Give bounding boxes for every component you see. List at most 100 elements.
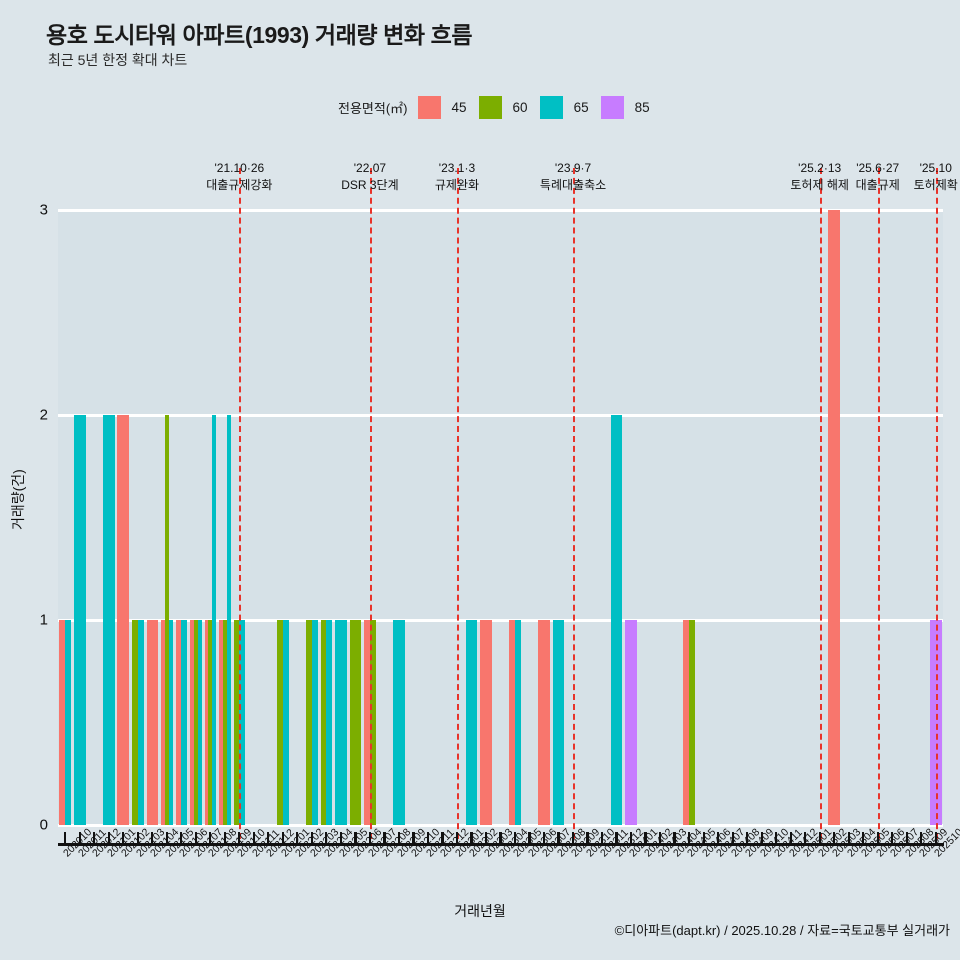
bar-202203-60[interactable] bbox=[306, 620, 312, 825]
x-tick-202301 bbox=[455, 832, 459, 844]
bar-202110-65[interactable] bbox=[239, 620, 246, 825]
bar-202303-45[interactable] bbox=[480, 620, 492, 825]
bar-202010-45[interactable] bbox=[59, 620, 66, 825]
x-tick-202310 bbox=[586, 832, 589, 844]
bar-202307-45[interactable] bbox=[538, 620, 550, 825]
legend-item-65[interactable]: 65 bbox=[539, 96, 589, 119]
bar-202405-45[interactable] bbox=[683, 620, 690, 825]
bar-202302-65[interactable] bbox=[465, 620, 478, 825]
legend-title: 전용면적(㎡) bbox=[338, 101, 408, 116]
bar-202105-65[interactable] bbox=[168, 620, 173, 825]
event-date-202510: '25.10 bbox=[919, 161, 952, 175]
gridline-y-3 bbox=[58, 208, 943, 212]
event-date-202502: '25.2·13 bbox=[798, 161, 842, 175]
bar-202207-45[interactable] bbox=[364, 620, 370, 825]
x-tick-202102 bbox=[122, 832, 125, 844]
x-tick-202203 bbox=[310, 832, 313, 844]
x-tick-202209 bbox=[397, 832, 401, 844]
bar-202104-45[interactable] bbox=[146, 620, 159, 825]
x-tick-202109 bbox=[223, 832, 226, 844]
bar-202106-65[interactable] bbox=[181, 620, 188, 825]
event-name-202301: 규제완화 bbox=[434, 178, 480, 192]
bar-202103-60[interactable] bbox=[131, 620, 138, 825]
bar-202107-45[interactable] bbox=[190, 620, 194, 825]
legend-swatch-60 bbox=[478, 96, 502, 119]
event-label-202110: '21.10·26 대출규제강화 bbox=[164, 160, 314, 194]
bar-202205-65[interactable] bbox=[335, 620, 347, 825]
bar-202105-60[interactable] bbox=[164, 415, 169, 825]
event-label-202510: '25.10 토허제확 bbox=[861, 160, 960, 194]
event-line-202506 bbox=[877, 168, 880, 839]
bar-202108-45[interactable] bbox=[204, 620, 209, 825]
x-tick-202110 bbox=[238, 832, 241, 844]
x-tick-202107 bbox=[194, 832, 197, 844]
legend-swatch-85 bbox=[600, 96, 624, 119]
bar-202101-65[interactable] bbox=[102, 415, 115, 825]
plot-panel bbox=[58, 208, 943, 827]
bar-202107-65[interactable] bbox=[197, 620, 202, 825]
x-tick-202309 bbox=[571, 832, 575, 844]
x-tick-202304 bbox=[499, 832, 502, 844]
x-tick-202409 bbox=[746, 832, 749, 844]
x-tick-202206 bbox=[354, 832, 357, 844]
x-tick-202403 bbox=[658, 832, 662, 844]
event-name-202502: 토허제 해제 bbox=[790, 178, 849, 192]
legend-swatch-45 bbox=[417, 96, 441, 119]
x-tick-202407 bbox=[717, 832, 720, 844]
bar-202010-65[interactable] bbox=[65, 620, 72, 825]
bar-202110-60[interactable] bbox=[233, 620, 240, 825]
bar-202109-45[interactable] bbox=[219, 620, 223, 825]
bar-202105-45[interactable] bbox=[161, 620, 165, 825]
bar-202206-60[interactable] bbox=[349, 620, 362, 825]
bar-202207-60[interactable] bbox=[369, 620, 376, 825]
legend-item-85[interactable]: 85 bbox=[600, 96, 650, 119]
bar-202204-60[interactable] bbox=[320, 620, 327, 825]
x-tick-202106 bbox=[180, 832, 183, 844]
bar-202108-65[interactable] bbox=[212, 415, 217, 825]
bar-202102-45[interactable] bbox=[117, 415, 130, 825]
bar-202312-65[interactable] bbox=[610, 415, 623, 825]
bar-202201-65[interactable] bbox=[282, 620, 289, 825]
bar-202201-60[interactable] bbox=[277, 620, 283, 825]
x-tick-202303 bbox=[484, 832, 488, 844]
x-axis-label: 거래년월 bbox=[454, 903, 506, 919]
bar-202107-60[interactable] bbox=[193, 620, 198, 825]
event-name-202110: 대출규제강화 bbox=[206, 178, 273, 192]
x-tick-202504 bbox=[847, 832, 850, 844]
bar-202308-65[interactable] bbox=[552, 620, 565, 825]
footer-credit: ©디아파트(dapt.kr) / 2025.10.28 / 자료=국토교통부 실… bbox=[614, 923, 950, 938]
gridline-y-2 bbox=[58, 413, 943, 417]
x-tick-202302 bbox=[470, 832, 473, 844]
x-tick-202105 bbox=[165, 832, 168, 844]
bar-202401-85[interactable] bbox=[625, 620, 637, 825]
bar-202011-65[interactable] bbox=[73, 415, 86, 825]
bar-202305-65[interactable] bbox=[515, 620, 521, 825]
legend-label-65: 65 bbox=[573, 100, 589, 115]
bar-202103-65[interactable] bbox=[137, 620, 144, 825]
page-subtitle: 최근 5년 한정 확대 차트 bbox=[48, 52, 188, 68]
event-name-202309: 특례대출축소 bbox=[539, 178, 607, 192]
event-line-202510 bbox=[935, 168, 938, 839]
bar-202305-45[interactable] bbox=[509, 620, 515, 825]
bar-202109-65[interactable] bbox=[226, 415, 231, 825]
bar-202203-65[interactable] bbox=[311, 620, 318, 825]
event-date-202207: '22.07 bbox=[353, 161, 387, 175]
event-label-202309: '23.9·7 특례대출축소 bbox=[498, 160, 648, 194]
bar-202209-65[interactable] bbox=[393, 620, 405, 825]
x-tick-202502 bbox=[818, 832, 821, 844]
bar-202106-45[interactable] bbox=[175, 620, 182, 825]
x-tick-202202 bbox=[296, 832, 299, 844]
legend-item-45[interactable]: 45 bbox=[417, 96, 467, 119]
bar-202108-60[interactable] bbox=[208, 620, 213, 825]
x-tick-202212 bbox=[441, 832, 444, 844]
x-tick-202311 bbox=[600, 832, 604, 844]
bar-202503-45[interactable] bbox=[828, 210, 840, 825]
bar-202204-65[interactable] bbox=[326, 620, 333, 825]
x-tick-202306 bbox=[528, 832, 531, 844]
legend-item-60[interactable]: 60 bbox=[478, 96, 528, 119]
bar-202405-60[interactable] bbox=[689, 620, 695, 825]
bar-202109-60[interactable] bbox=[222, 620, 227, 825]
x-tick-202509 bbox=[920, 832, 923, 844]
x-tick-202406 bbox=[702, 832, 705, 844]
x-tick-202307 bbox=[542, 832, 546, 844]
